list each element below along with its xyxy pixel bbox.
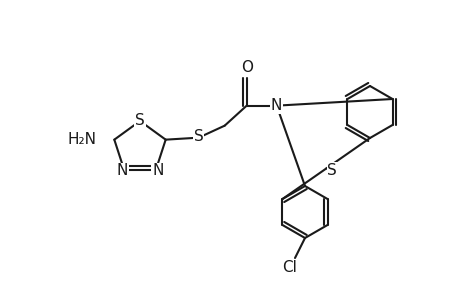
Text: S: S — [135, 112, 145, 128]
Text: Cl: Cl — [282, 260, 297, 275]
Text: H₂N: H₂N — [67, 132, 96, 147]
Text: N: N — [116, 163, 128, 178]
Text: S: S — [327, 163, 336, 178]
Text: O: O — [240, 60, 252, 75]
Text: S: S — [193, 129, 203, 144]
Text: N: N — [152, 163, 163, 178]
Text: N: N — [270, 98, 282, 113]
